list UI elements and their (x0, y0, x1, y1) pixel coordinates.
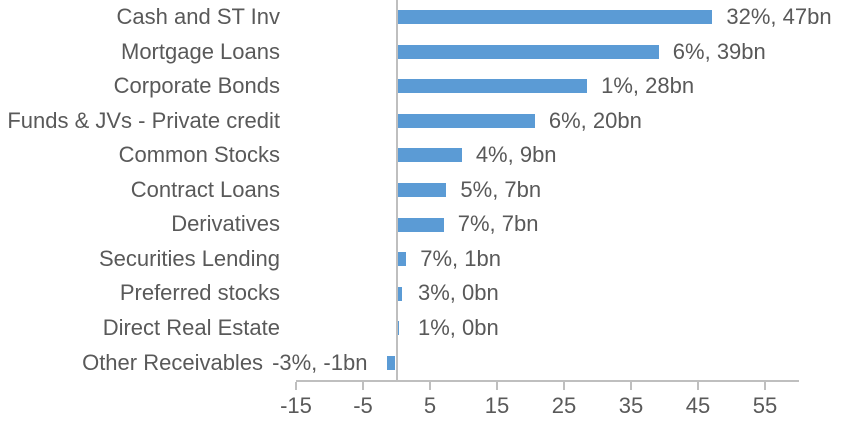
x-axis-tick-label: 25 (551, 393, 577, 418)
bar (397, 217, 444, 232)
category-label: Direct Real Estate (102, 314, 280, 340)
category-label: Cash and ST Inv (116, 4, 280, 29)
bar (387, 355, 396, 370)
bar (397, 113, 535, 128)
value-label: 1%, 0bn (418, 314, 499, 340)
value-label: 6%, 20bn (548, 107, 642, 133)
x-axis-tick (295, 382, 297, 390)
x-axis-tick (563, 382, 565, 390)
value-label: 32%, 47bn (726, 4, 832, 29)
x-axis-tick-label: 45 (685, 393, 711, 418)
value-label: -3%, -1bn (272, 349, 368, 375)
category-label: Mortgage Loans (121, 38, 280, 64)
bar (397, 148, 462, 163)
value-label: 1%, 28bn (601, 73, 695, 99)
bar (397, 10, 713, 25)
x-axis-tick-label: 5 (423, 393, 437, 418)
category-label: Preferred stocks (119, 280, 280, 306)
x-axis-tick-label: -15 (280, 393, 312, 418)
x-axis-tick (362, 382, 364, 390)
category-and-value-labels: Other Receivables -3%, -1bn (0, 346, 367, 381)
x-axis-tick-label: 15 (484, 393, 510, 418)
x-axis-tick-label: -5 (353, 393, 373, 418)
value-label: 6%, 39bn (672, 38, 766, 64)
value-label: 4%, 9bn (475, 142, 557, 168)
bar (397, 252, 407, 267)
category-label: Contract Loans (130, 176, 280, 202)
x-axis-tick (630, 382, 632, 390)
value-label: 3%, 0bn (418, 280, 499, 306)
x-axis-tick (764, 382, 766, 390)
bar (397, 44, 659, 59)
x-axis-line (296, 380, 799, 382)
y-axis-line (395, 0, 398, 380)
category-label: Funds & JVs - Private credit (7, 107, 280, 133)
value-label: 7%, 1bn (420, 245, 501, 271)
category-label: Other Receivables (82, 349, 264, 375)
bar (397, 183, 447, 198)
category-label: Securities Lending (98, 245, 280, 271)
bar (397, 286, 402, 301)
value-label: 7%, 7bn (457, 211, 539, 237)
category-label: Derivatives (171, 211, 280, 237)
x-axis-tick-label: 35 (618, 393, 644, 418)
category-label: Common Stocks (118, 142, 280, 168)
bar (397, 321, 400, 336)
x-axis-tick (429, 382, 431, 390)
value-label: 5%, 7bn (460, 176, 542, 202)
x-axis-tick (496, 382, 498, 390)
bar (397, 79, 588, 94)
x-axis-tick (697, 382, 699, 390)
category-label: Corporate Bonds (113, 73, 280, 99)
x-axis-tick-label: 55 (752, 393, 778, 418)
